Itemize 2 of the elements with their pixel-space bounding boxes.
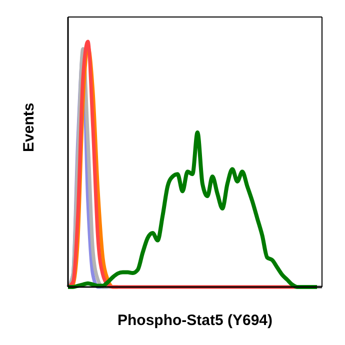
y-axis-title: Events (20, 102, 38, 152)
x-axis-title: Phospho-Stat5 (Y694) (117, 312, 273, 329)
